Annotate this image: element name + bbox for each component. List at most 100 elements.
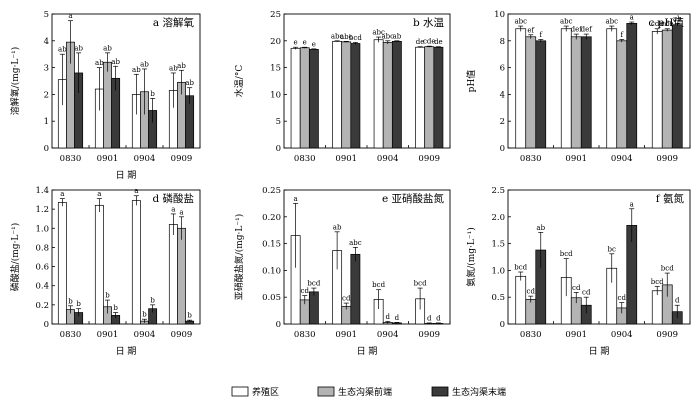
chart-title: d 磷酸盐 <box>152 192 194 205</box>
bar <box>580 36 592 149</box>
significance-label: bcd <box>414 280 427 288</box>
bar <box>94 204 104 325</box>
significance-label: cde <box>661 20 674 28</box>
y-tick-label: 0.6 <box>35 263 49 273</box>
y-tick-label: 2.5 <box>491 186 505 196</box>
bar <box>299 47 310 149</box>
bar <box>525 36 537 149</box>
significance-label: abc <box>349 239 362 247</box>
legend-swatch <box>231 386 249 397</box>
y-tick-label: 0.8 <box>35 243 49 253</box>
significance-label: b <box>113 304 118 312</box>
significance-label: abc <box>560 18 573 26</box>
significance-label: e <box>312 40 316 48</box>
significance-label: bcd <box>307 280 320 288</box>
bar <box>57 202 67 325</box>
x-tick-label: 0830 <box>520 330 542 340</box>
legend: 养殖区 生态沟渠前端 生态沟渠末端 <box>231 386 506 398</box>
chart-title: f 氨氮 <box>656 192 685 205</box>
significance-label: a <box>60 190 64 198</box>
bar <box>415 46 426 149</box>
x-tick-label: 0830 <box>520 154 542 164</box>
bar <box>350 253 361 325</box>
x-tick-label: 0901 <box>97 154 119 164</box>
significance-label: ab <box>95 59 104 67</box>
x-tick-label: 0909 <box>656 154 678 164</box>
bar <box>535 40 547 149</box>
x-tick-label: 0830 <box>60 330 82 340</box>
significance-label: a <box>171 205 175 213</box>
x-axis-label: 日 期 <box>357 346 378 357</box>
x-tick-label: 0909 <box>418 154 440 164</box>
significance-label: ef <box>527 26 535 34</box>
significance-label: ab <box>58 46 67 54</box>
y-tick-label: 2 <box>44 90 49 100</box>
x-tick-label: 0830 <box>60 154 82 164</box>
significance-label: ab <box>177 62 186 70</box>
y-tick-label: 5 <box>276 117 281 127</box>
y-tick-label: 0.10 <box>262 266 281 276</box>
bar <box>391 40 402 149</box>
bar <box>626 23 638 149</box>
bar <box>382 42 393 149</box>
legend-label: 生态沟渠前端 <box>338 386 392 398</box>
bar <box>651 290 663 325</box>
y-tick-label: 0.05 <box>262 293 281 303</box>
significance-label: bcd <box>661 265 674 273</box>
significance-label: ab <box>103 44 112 52</box>
bar <box>525 298 537 325</box>
bar <box>168 224 178 325</box>
significance-label: def <box>581 26 594 34</box>
chart-title: e 亚硝酸盐氮 <box>382 192 445 205</box>
y-tick-label: 20 <box>270 37 281 47</box>
significance-label: cde <box>651 20 664 28</box>
significance-label: cd <box>572 284 581 292</box>
y-tick-label: 1 <box>44 117 49 127</box>
bar <box>661 29 673 149</box>
significance-label: ab <box>673 15 682 23</box>
significance-label: ab <box>333 223 342 231</box>
significance-label: e <box>294 39 298 47</box>
bar <box>560 28 572 149</box>
y-tick-label: 0.25 <box>262 186 281 196</box>
x-tick-label: 0904 <box>134 154 156 164</box>
y-tick-label: 4 <box>500 90 505 100</box>
y-tick-label: 8 <box>500 37 505 47</box>
significance-label: ab <box>185 79 194 87</box>
y-axis-label: 亚硝酸盐氮/(mg·L⁻¹) <box>233 214 245 301</box>
significance-label: b <box>142 311 147 319</box>
bar <box>606 28 618 149</box>
y-tick-label: 1.5 <box>491 240 505 250</box>
significance-label: cd <box>582 289 591 297</box>
y-tick-label: 5 <box>44 10 49 20</box>
significance-label: ab <box>132 66 141 74</box>
chart-panel-4: 0 0.2 0.4 0.6 0.8 1.0 1.2 1.4 磷酸盐/(mg·L⁻¹) d 磷酸盐 0… <box>9 186 201 357</box>
y-tick-label: 1.2 <box>35 205 49 215</box>
x-tick-label: 0830 <box>294 330 316 340</box>
significance-label: cd <box>301 287 310 295</box>
y-tick-label: 0.2 <box>35 301 49 311</box>
significance-label: ab <box>140 60 149 68</box>
x-tick-label: 0909 <box>171 330 193 340</box>
y-tick-label: 0.5 <box>491 293 505 303</box>
x-tick-label: 0909 <box>656 330 678 340</box>
significance-label: de <box>434 38 443 46</box>
legend-swatch <box>317 386 335 397</box>
significance-label: abc <box>331 32 344 40</box>
x-axis-label: 日 期 <box>116 346 137 357</box>
y-tick-label: 0 <box>44 320 49 330</box>
significance-label: d <box>436 314 441 322</box>
bar <box>616 40 628 149</box>
bar <box>651 31 663 149</box>
y-tick-label: 3 <box>44 64 49 74</box>
x-tick-label: 0901 <box>335 330 357 340</box>
bar <box>177 227 186 325</box>
chart-title: a 溶解氧 <box>153 16 195 29</box>
y-tick-label: 1.4 <box>35 186 49 196</box>
significance-label: cd <box>527 288 536 296</box>
significance-label: f <box>620 31 624 39</box>
bar <box>332 40 343 149</box>
chart-panel-6: 00.51.01.52.02.5氨氮/(mg·L⁻¹)f 氨氮0830bcdcd… <box>465 186 691 357</box>
